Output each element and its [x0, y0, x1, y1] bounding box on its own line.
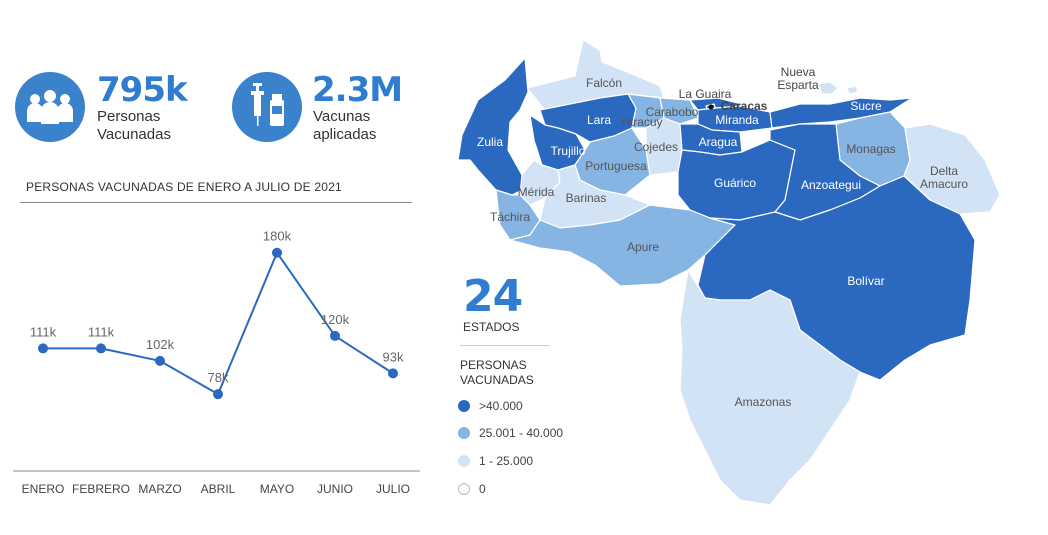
data-label: 120k	[321, 312, 350, 327]
data-point	[388, 368, 398, 379]
state-label-la-guaira: La Guaira	[679, 87, 732, 101]
legend-swatch	[458, 455, 470, 467]
kpi-persons-label-line1: Personas	[97, 108, 161, 125]
data-label: 111k	[88, 324, 115, 339]
state-label-delta-amacuro: Delta Amacuro	[920, 164, 968, 191]
x-tick-label: JULIO	[376, 482, 410, 496]
state-label-barinas: Barinas	[566, 191, 607, 205]
state-label-aragua: Aragua	[699, 135, 738, 149]
kpi-persons-label: Personas Vacunadas	[97, 108, 207, 144]
data-label: 102k	[146, 337, 175, 352]
state-label-carabobo: Carabobo	[646, 105, 699, 119]
state-carabobo	[659, 97, 699, 125]
state-label-miranda: Miranda	[715, 113, 759, 127]
state-label-nueva-esparta: Nueva Esparta	[777, 65, 819, 92]
states-count-label: ESTADOS	[463, 320, 520, 334]
kpi-persons-label-line2: Vacunadas	[97, 126, 171, 143]
state-zulia	[457, 57, 533, 196]
chart-title-divider	[20, 202, 412, 203]
state-label-portuguesa: Portuguesa	[585, 159, 647, 173]
data-point	[96, 343, 106, 354]
kpi-vaccines-label-line1: Vacunas	[313, 108, 371, 125]
people-group-icon	[15, 72, 85, 142]
data-point	[213, 389, 223, 400]
syringe-vial-icon	[232, 72, 302, 142]
legend-label: 0	[479, 482, 486, 496]
legend-swatch	[458, 427, 470, 439]
state-label-sucre: Sucre	[850, 99, 882, 113]
kpi-vaccines-label-line2: aplicadas	[313, 126, 377, 143]
state-label-apure: Apure	[627, 240, 659, 254]
data-point	[272, 247, 282, 258]
caracas-marker	[708, 104, 714, 110]
state-label-guarico: Guárico	[714, 176, 756, 190]
x-tick-label: MAYO	[260, 482, 294, 496]
states-count: 24	[463, 271, 523, 322]
legend-title-line1: PERSONAS	[460, 358, 527, 372]
legend-item: 25.001 - 40.000	[458, 425, 563, 441]
map-states	[457, 39, 1001, 506]
legend-title-line2: VACUNADAS	[460, 373, 534, 387]
data-label: 93k	[383, 349, 404, 364]
x-tick-label: ENERO	[22, 482, 65, 496]
state-label-tachira: Táchira	[490, 210, 530, 224]
state-label-trujillo: Trujillo	[551, 144, 586, 158]
x-tick-label: FEBRERO	[72, 482, 130, 496]
states-divider	[460, 345, 550, 346]
state-label-falcon: Falcón	[586, 76, 622, 90]
x-tick-label: MARZO	[138, 482, 181, 496]
state-amazonas	[679, 269, 861, 506]
legend-swatch	[458, 400, 470, 412]
legend-label: 25.001 - 40.000	[479, 426, 564, 440]
state-label-monagas: Monagas	[846, 142, 895, 156]
data-point	[155, 355, 165, 366]
kpi-vaccines-value: 2.3M	[312, 70, 403, 110]
x-tick-label: JUNIO	[317, 482, 353, 496]
state-label-amazonas: Amazonas	[735, 395, 792, 409]
x-tick-label: ABRIL	[201, 482, 236, 496]
state-label-cojedes: Cojedes	[634, 140, 678, 154]
legend-label: 1 - 25.000	[479, 454, 534, 468]
state-label-caracas: Caracas	[721, 99, 768, 113]
legend-title: PERSONAS VACUNADAS	[460, 358, 560, 388]
data-point	[38, 343, 48, 354]
legend-swatch	[458, 483, 470, 495]
data-label: 78k	[208, 370, 229, 385]
legend-label: >40.000	[479, 399, 523, 413]
state-label-anzoategui: Anzoategui	[801, 178, 861, 192]
state-label-merida: Mérida	[518, 185, 555, 199]
state-label-bolivar: Bolívar	[847, 274, 884, 288]
data-label: 111k	[30, 324, 57, 339]
legend-item: 0	[458, 481, 486, 497]
chart-title: PERSONAS VACUNADAS DE ENERO A JULIO DE 2…	[26, 180, 342, 194]
kpi-vaccines-label: Vacunas aplicadas	[313, 108, 423, 144]
data-label: 180k	[263, 229, 292, 244]
data-point	[330, 330, 340, 341]
state-label-lara: Lara	[587, 113, 611, 127]
state-label-zulia: Zulia	[477, 135, 503, 149]
state-nueva-esparta	[817, 81, 859, 95]
state-label-yaracuy: Yaracuy	[619, 115, 662, 129]
kpi-persons-value: 795k	[97, 70, 188, 110]
legend-item: >40.000	[458, 398, 523, 414]
vaccination-line-chart: 111k ENERO 111k FEBRERO 102k MARZO 78k ABRIL 180…	[13, 229, 420, 496]
state-delta-amacuro	[903, 123, 1001, 215]
legend-item: 1 - 25.000	[458, 453, 533, 469]
